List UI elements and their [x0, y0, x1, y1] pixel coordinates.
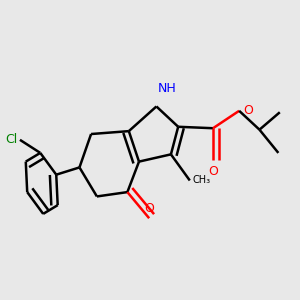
Text: NH: NH: [158, 82, 177, 95]
Text: O: O: [208, 164, 218, 178]
Text: O: O: [244, 104, 254, 117]
Text: CH₃: CH₃: [193, 176, 211, 185]
Text: O: O: [144, 202, 154, 215]
Text: Cl: Cl: [5, 133, 17, 146]
